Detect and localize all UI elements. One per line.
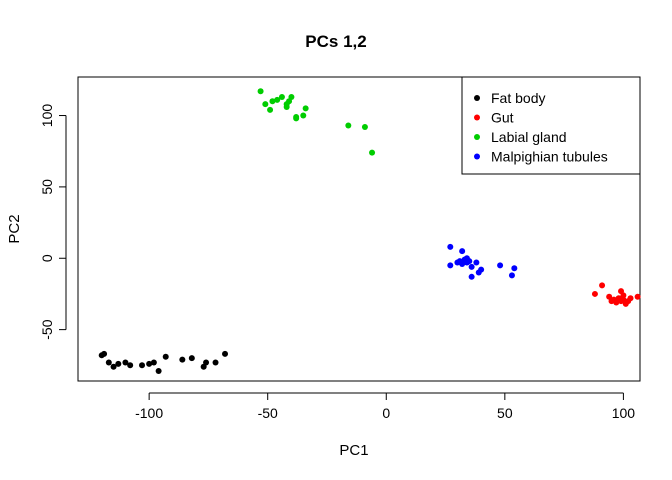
data-point [369,149,376,156]
legend-label: Gut [491,110,514,126]
data-point [222,350,229,357]
data-point [267,106,274,113]
data-point [122,359,129,366]
data-point [627,295,634,302]
data-point [262,101,269,108]
legend-marker [474,134,480,140]
x-axis-title: PC1 [339,442,368,459]
data-point [497,262,504,269]
data-point [203,359,210,366]
legend-label: Labial gland [491,129,567,145]
data-point [468,263,475,270]
legend-label: Malpighian tubules [491,149,608,165]
data-point [150,359,157,366]
legend-box [461,76,641,175]
data-point [288,93,295,100]
data-point [459,248,466,255]
data-point [115,360,122,367]
y-axis-title: PC2 [6,214,23,243]
data-point [447,262,454,269]
x-tick-label: 0 [382,405,390,421]
data-point [345,122,352,129]
data-point [473,259,480,266]
y-tick-label: -50 [39,319,55,339]
data-point [591,290,598,297]
legend-label: Fat body [491,90,545,106]
chart-title: PCs 1,2 [305,32,366,51]
plot-frame [77,76,641,382]
x-tick-label: -50 [258,405,278,421]
x-axis: -100 -50 0 50 100 [135,392,636,421]
legend-marker [474,153,480,160]
data-point [278,93,285,100]
legend-marker [474,95,480,101]
data-point [105,359,112,366]
data-point [293,115,300,122]
data-points [98,88,641,375]
data-point [127,362,134,369]
data-point [478,266,485,273]
x-tick-label: 100 [612,405,636,421]
data-point [468,273,475,280]
data-point [212,359,219,366]
data-point [634,293,641,300]
data-point [274,96,281,103]
data-point [466,258,473,265]
data-point [447,243,454,250]
y-tick-label: 100 [39,104,55,128]
data-point [599,282,606,289]
legend-marker [474,114,480,121]
data-point [101,350,108,357]
data-point [508,272,515,279]
data-point [269,98,276,105]
data-point [511,265,518,272]
x-tick-label: -100 [135,405,163,421]
data-point [283,103,290,110]
data-point [620,292,627,299]
data-point [361,123,368,130]
data-point [110,363,117,370]
legend: Fat body Gut Labial gland Malpighian tubule… [461,76,641,175]
data-point [155,368,162,375]
data-point [162,353,169,360]
data-point [188,355,195,362]
y-tick-label: 50 [39,179,55,195]
data-point [139,362,146,369]
y-axis: -50 0 50 100 [39,104,67,340]
data-point [146,360,153,367]
y-tick-label: 0 [39,254,55,262]
data-point [300,112,307,119]
data-point [302,105,309,112]
data-point [179,356,186,363]
data-point [257,88,264,95]
x-tick-label: 50 [497,405,513,421]
